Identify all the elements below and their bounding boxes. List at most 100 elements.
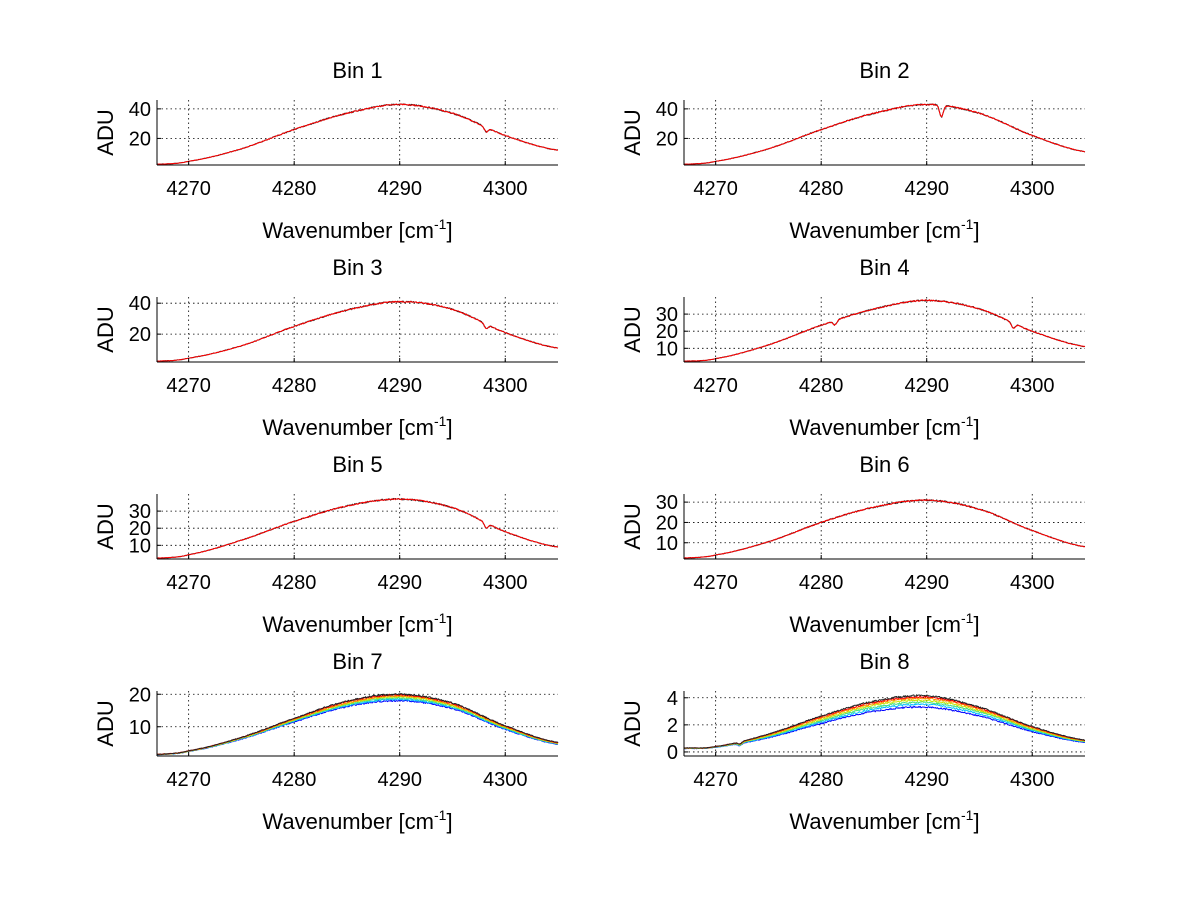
x-axis-label-sup: -1 (961, 807, 974, 823)
x-tick-label: 4270 (693, 375, 738, 397)
x-tick-label: 4270 (166, 178, 211, 200)
y-tick-label: 10 (129, 535, 151, 557)
x-axis-label-main: Wavenumber [cm (262, 218, 434, 243)
spectrum-s1 (156, 699, 559, 756)
x-tick-label: 4300 (1010, 375, 1055, 397)
x-axis-label: Wavenumber [cm-1] (789, 807, 979, 834)
y-tick-label: 10 (656, 533, 678, 555)
y-tick-label: 40 (129, 293, 151, 315)
spectrum-overlay (156, 103, 559, 165)
x-axis-label-close: ] (973, 809, 979, 834)
y-tick-label: 20 (656, 321, 678, 343)
x-tick-label: 4280 (799, 769, 844, 791)
y-tick-label: 20 (129, 518, 151, 540)
x-tick-label: 4290 (377, 572, 422, 594)
y-axis-label: ADU (93, 503, 118, 549)
y-tick-label: 20 (129, 684, 151, 706)
x-tick-label: 4280 (272, 769, 317, 791)
spectrum-overlay (157, 300, 559, 362)
spectrum-s7 (684, 499, 1086, 559)
x-tick-label: 4280 (799, 572, 844, 594)
y-tick-label: 10 (656, 338, 678, 360)
spectrum-s4 (683, 699, 1085, 749)
y-axis-label: ADU (620, 503, 645, 549)
y-tick-label: 30 (656, 304, 678, 326)
x-tick-label: 4300 (483, 375, 528, 397)
x-axis-label-close: ] (446, 612, 452, 637)
subplot-bin-3: Bin 3 4270 4280 4290 4300 20 40 ADU Wavenumber [… (93, 255, 559, 440)
y-tick-label: 2 (667, 715, 678, 737)
subplot-title: Bin 2 (859, 58, 909, 83)
subplot-title: Bin 8 (859, 649, 909, 674)
spectrum-s7 (683, 694, 1085, 749)
x-axis-label-sup: -1 (434, 610, 447, 626)
x-tick-label: 4270 (166, 769, 211, 791)
x-axis-label-main: Wavenumber [cm (262, 809, 434, 834)
spectrum-overlay (684, 103, 1086, 165)
subplot-title: Bin 3 (332, 255, 382, 280)
y-axis-label: ADU (620, 700, 645, 746)
x-axis-label: Wavenumber [cm-1] (262, 807, 452, 834)
x-axis-label-close: ] (973, 218, 979, 243)
x-axis-label-close: ] (446, 218, 452, 243)
x-tick-label: 4290 (377, 769, 422, 791)
x-tick-label: 4290 (904, 769, 949, 791)
x-axis-label-sup: -1 (434, 807, 447, 823)
subplot-title: Bin 7 (332, 649, 382, 674)
x-tick-label: 4300 (483, 178, 528, 200)
x-tick-label: 4270 (693, 769, 738, 791)
y-axis-label: ADU (93, 700, 118, 746)
x-axis-label-main: Wavenumber [cm (789, 612, 961, 637)
y-axis-label: ADU (93, 306, 118, 352)
y-tick-label: 30 (129, 501, 151, 523)
x-axis-label-main: Wavenumber [cm (262, 415, 434, 440)
y-axis-label: ADU (620, 306, 645, 352)
subplot-bin-8: Bin 8 4270 4280 4290 4300 0 2 4 ADU Wavenumber [c… (620, 649, 1085, 834)
x-tick-label: 4280 (799, 375, 844, 397)
x-axis-label: Wavenumber [cm-1] (789, 216, 979, 243)
y-tick-label: 10 (129, 717, 151, 739)
x-axis-label: Wavenumber [cm-1] (262, 413, 452, 440)
x-axis-label-sup: -1 (961, 610, 974, 626)
x-axis-label-sup: -1 (434, 216, 447, 232)
subplot-title: Bin 1 (332, 58, 382, 83)
y-axis-label: ADU (93, 109, 118, 155)
x-tick-label: 4300 (483, 769, 528, 791)
subplot-title: Bin 6 (859, 452, 909, 477)
subplot-title: Bin 5 (332, 452, 382, 477)
x-axis-label-sup: -1 (961, 216, 974, 232)
y-tick-label: 30 (656, 492, 678, 514)
x-tick-label: 4290 (904, 178, 949, 200)
spectrum-s7 (156, 693, 559, 756)
y-tick-label: 20 (656, 128, 678, 150)
x-axis-label-close: ] (973, 415, 979, 440)
x-axis-label-main: Wavenumber [cm (789, 415, 961, 440)
x-axis-label-sup: -1 (434, 413, 447, 429)
x-axis-label: Wavenumber [cm-1] (262, 216, 452, 243)
x-tick-label: 4270 (166, 572, 211, 594)
spectrum-s1 (683, 705, 1085, 750)
x-tick-label: 4280 (799, 178, 844, 200)
x-tick-label: 4300 (483, 572, 528, 594)
x-tick-label: 4300 (1010, 572, 1055, 594)
subplot-title: Bin 4 (859, 255, 909, 280)
subplot-bin-1: Bin 1 4270 4280 4290 4300 20 40 ADU Wavenumber [… (93, 58, 559, 243)
spectrum-overlay (684, 299, 1086, 362)
x-axis-label-main: Wavenumber [cm (789, 218, 961, 243)
x-tick-label: 4270 (693, 572, 738, 594)
spectrum-overlay (156, 498, 559, 559)
x-axis-label: Wavenumber [cm-1] (789, 413, 979, 440)
spectrum-overlay (683, 499, 1085, 559)
y-tick-label: 20 (129, 128, 151, 150)
y-tick-label: 40 (129, 99, 151, 121)
x-tick-label: 4280 (272, 572, 317, 594)
x-tick-label: 4270 (693, 178, 738, 200)
x-tick-label: 4280 (272, 375, 317, 397)
x-tick-label: 4290 (377, 375, 422, 397)
x-axis-label-sup: -1 (961, 413, 974, 429)
